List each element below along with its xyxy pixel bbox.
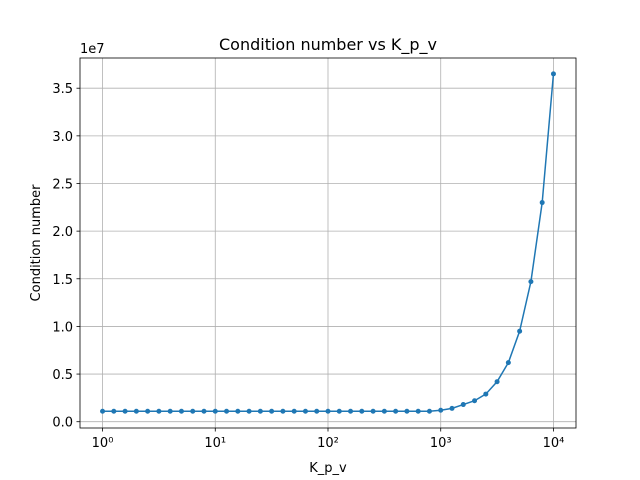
y-tick-label: 2.5	[52, 177, 73, 192]
plot-frame	[79, 57, 577, 429]
point-marker	[224, 408, 230, 414]
point-marker	[302, 408, 308, 414]
x-tick-label: 10⁰	[92, 436, 114, 451]
point-marker	[359, 408, 365, 414]
y-tick-label: 3.0	[52, 130, 73, 145]
point-marker	[528, 279, 534, 285]
point-marker	[280, 408, 286, 414]
point-marker	[235, 408, 241, 414]
point-marker	[348, 408, 354, 414]
x-tick-label: 10³	[430, 436, 452, 451]
point-marker	[550, 71, 556, 77]
y-tick-label: 3.5	[52, 82, 73, 97]
x-tick-label: 10⁴	[543, 436, 565, 451]
chart-title: Condition number vs K_p_v	[219, 35, 437, 55]
y-axis-label: Condition number	[29, 184, 44, 302]
x-axis-label: K_p_v	[309, 461, 347, 476]
point-marker	[494, 379, 500, 385]
point-marker	[438, 407, 444, 413]
point-marker	[483, 391, 489, 397]
y-tick-label: 0.0	[52, 416, 73, 431]
point-marker	[415, 408, 421, 414]
point-marker	[178, 408, 184, 414]
point-marker	[190, 408, 196, 414]
point-marker	[460, 402, 466, 408]
y-tick-label: 0.5	[52, 368, 73, 383]
point-marker	[393, 408, 399, 414]
point-marker	[100, 408, 106, 414]
y-tick-label: 2.0	[52, 225, 73, 240]
point-marker	[472, 398, 478, 404]
point-marker	[314, 408, 320, 414]
point-marker	[246, 408, 252, 414]
point-marker	[325, 408, 331, 414]
point-marker	[336, 408, 342, 414]
point-marker	[539, 200, 545, 206]
point-marker	[133, 408, 139, 414]
point-marker	[517, 328, 523, 334]
y-tick-label: 1.5	[52, 273, 73, 288]
point-marker	[156, 408, 162, 414]
point-marker	[370, 408, 376, 414]
point-marker	[269, 408, 275, 414]
x-tick-label: 10²	[317, 436, 339, 451]
point-marker	[426, 408, 432, 414]
point-marker	[122, 408, 128, 414]
point-marker	[212, 408, 218, 414]
point-marker	[449, 405, 455, 411]
point-marker	[145, 408, 151, 414]
point-marker	[505, 360, 511, 366]
point-marker	[201, 408, 207, 414]
point-marker	[381, 408, 387, 414]
point-marker	[257, 408, 263, 414]
x-tick-label: 10¹	[204, 436, 226, 451]
point-marker	[111, 408, 117, 414]
point-marker	[291, 408, 297, 414]
y-tick-label: 1.0	[52, 320, 73, 335]
y-offset-label: 1e7	[80, 42, 105, 57]
point-marker	[167, 408, 173, 414]
point-marker	[404, 408, 410, 414]
